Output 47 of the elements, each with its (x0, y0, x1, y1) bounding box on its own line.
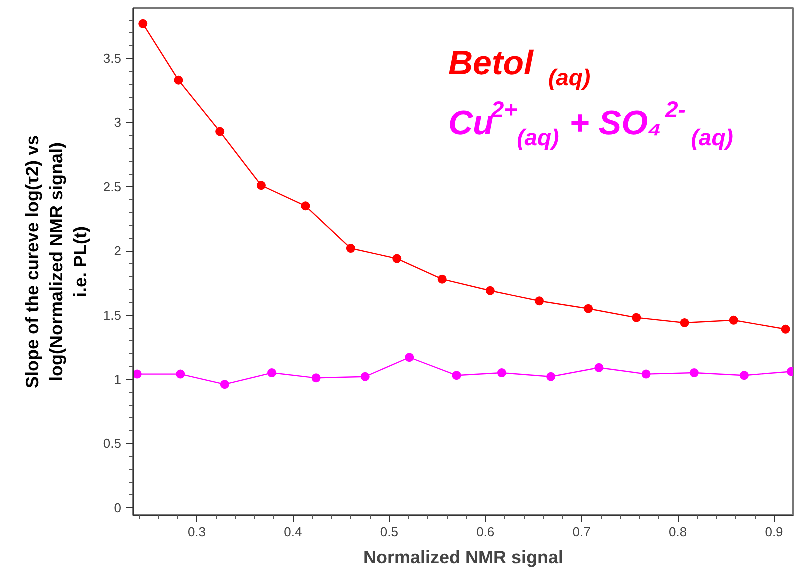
y-tick-label: 0.5 (103, 436, 122, 452)
point (497, 368, 506, 378)
y-tick-label: 2 (114, 244, 122, 259)
point (438, 274, 447, 284)
y-tick-label: 2.5 (103, 179, 122, 194)
y-tick-label: 1.5 (103, 308, 122, 323)
point (740, 371, 749, 380)
point (392, 254, 402, 264)
x-tick-label: 0.5 (380, 524, 398, 540)
point (256, 181, 266, 190)
point (405, 353, 414, 362)
point (690, 368, 699, 378)
point (312, 374, 321, 383)
point (174, 76, 184, 85)
y-tick-label: 1 (114, 372, 122, 387)
text: Betol(aq) (448, 44, 591, 90)
point (452, 371, 462, 380)
point (176, 370, 186, 379)
y-tick-label: 3.5 (103, 51, 122, 66)
x-tick-label: 0.7 (572, 524, 591, 540)
x-tick-label: 0.9 (765, 524, 784, 540)
point (220, 380, 230, 390)
point (360, 372, 370, 382)
y-tick-label: 0 (114, 500, 122, 516)
point (486, 286, 495, 296)
point (535, 296, 544, 306)
x-tick-label: 0.3 (188, 524, 206, 540)
point (680, 318, 690, 328)
x-tick-label: 0.6 (476, 524, 495, 540)
point (346, 244, 356, 254)
point (301, 202, 310, 211)
point (216, 127, 225, 136)
point (642, 370, 651, 379)
point (594, 363, 604, 372)
point (134, 370, 142, 379)
point (781, 324, 790, 334)
x-tick-label: 0.8 (669, 524, 688, 540)
x-tick-label: 0.4 (284, 524, 302, 540)
point (632, 313, 642, 322)
x-axis-title: Normalized NMR signal (363, 548, 564, 568)
point (268, 368, 277, 378)
point (729, 316, 738, 325)
point (138, 19, 148, 28)
point (584, 304, 594, 314)
point (546, 372, 556, 382)
y-tick-label: 3 (114, 115, 122, 130)
y-axis-title: Slope of the cureve log(τ2) vs log(Normalized NMR signal) i.e. PL(t) (22, 135, 90, 389)
